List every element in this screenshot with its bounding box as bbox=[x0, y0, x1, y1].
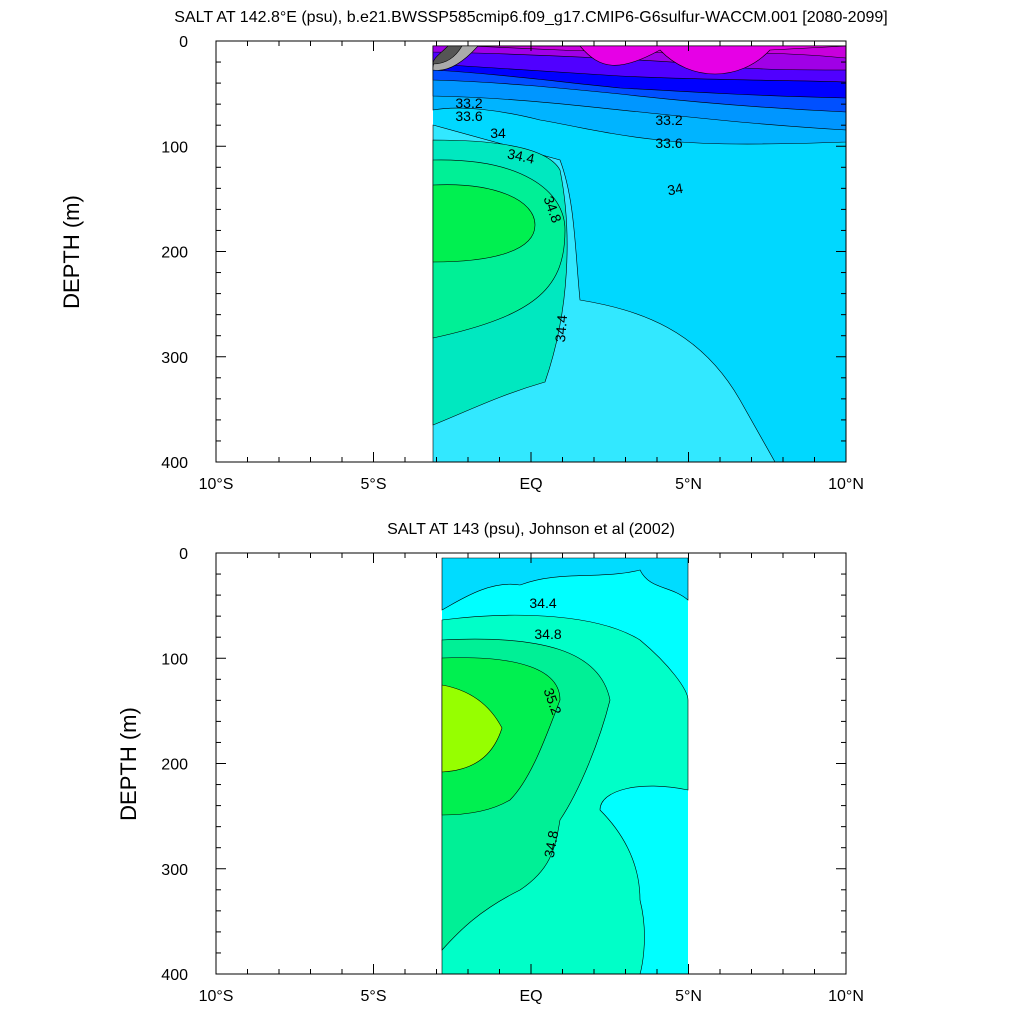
y-tick-label: 400 bbox=[161, 455, 188, 472]
x-tick-label: 5°S bbox=[361, 476, 387, 493]
x-tick-label: 10°S bbox=[199, 988, 234, 1005]
top-ylabel: DEPTH (m) bbox=[59, 195, 84, 309]
top-contour-field bbox=[432, 45, 846, 462]
x-tick-label: 5°S bbox=[361, 988, 387, 1005]
bottom-ticks: 10°S 5°S EQ 5°N 10°N 0 100 200 300 400 bbox=[161, 546, 864, 1005]
top-title: SALT AT 142.8°E (psu), b.e21.BWSSP585cmi… bbox=[174, 9, 887, 26]
bottom-panel: SALT AT 143 (psu), Johnson et al (2002) … bbox=[116, 521, 864, 1005]
bottom-label-34.8-b: 34.8 bbox=[541, 829, 562, 859]
bottom-fill-max bbox=[441, 684, 503, 773]
y-tick-label: 200 bbox=[161, 245, 188, 262]
y-tick-label: 0 bbox=[179, 34, 188, 51]
bottom-title: SALT AT 143 (psu), Johnson et al (2002) bbox=[387, 521, 675, 538]
y-tick-label: 200 bbox=[161, 757, 188, 774]
y-tick-label: 100 bbox=[161, 139, 188, 156]
top-label-33.2-a: 33.2 bbox=[455, 95, 482, 111]
top-label-34-a: 34 bbox=[490, 125, 506, 141]
bottom-contour-labels: 34.4 34.8 35.2 34.8 bbox=[529, 595, 565, 859]
y-tick-label: 300 bbox=[161, 862, 188, 879]
y-tick-label: 100 bbox=[161, 651, 188, 668]
x-tick-label: EQ bbox=[519, 988, 542, 1005]
bottom-contour-field bbox=[441, 557, 689, 974]
bottom-label-34.8-a: 34.8 bbox=[534, 626, 561, 642]
x-tick-label: 10°S bbox=[199, 476, 234, 493]
bottom-label-34.4: 34.4 bbox=[529, 595, 556, 611]
x-tick-label: 10°N bbox=[828, 988, 864, 1005]
bottom-ylabel: DEPTH (m) bbox=[116, 707, 141, 821]
top-fill-350 bbox=[432, 184, 536, 263]
x-tick-label: EQ bbox=[519, 476, 542, 493]
x-tick-label: 5°N bbox=[675, 988, 702, 1005]
y-tick-label: 300 bbox=[161, 350, 188, 367]
top-label-33.2-b: 33.2 bbox=[655, 112, 682, 128]
y-tick-label: 400 bbox=[161, 967, 188, 984]
top-contour-labels: 33.2 33.6 34 34.4 34.8 34.4 33.2 33.6 34 bbox=[455, 95, 684, 343]
top-label-34.4-b: 34.4 bbox=[552, 314, 570, 343]
top-fill-326 bbox=[470, 45, 846, 75]
top-label-33.6-a: 33.6 bbox=[455, 108, 482, 124]
x-tick-label: 10°N bbox=[828, 476, 864, 493]
top-fill-gray-dark bbox=[432, 45, 463, 65]
bottom-fill-surface bbox=[441, 557, 689, 611]
top-ticks: 10°S 5°S EQ 5°N 10°N 0 100 200 300 400 bbox=[161, 34, 864, 493]
top-panel: SALT AT 142.8°E (psu), b.e21.BWSSP585cmi… bbox=[59, 9, 888, 493]
y-tick-label: 0 bbox=[179, 546, 188, 563]
top-label-33.6-b: 33.6 bbox=[655, 135, 682, 151]
top-label-34.4-a: 34.4 bbox=[506, 145, 536, 166]
x-tick-label: 5°N bbox=[675, 476, 702, 493]
top-label-34-b: 34 bbox=[666, 180, 684, 198]
